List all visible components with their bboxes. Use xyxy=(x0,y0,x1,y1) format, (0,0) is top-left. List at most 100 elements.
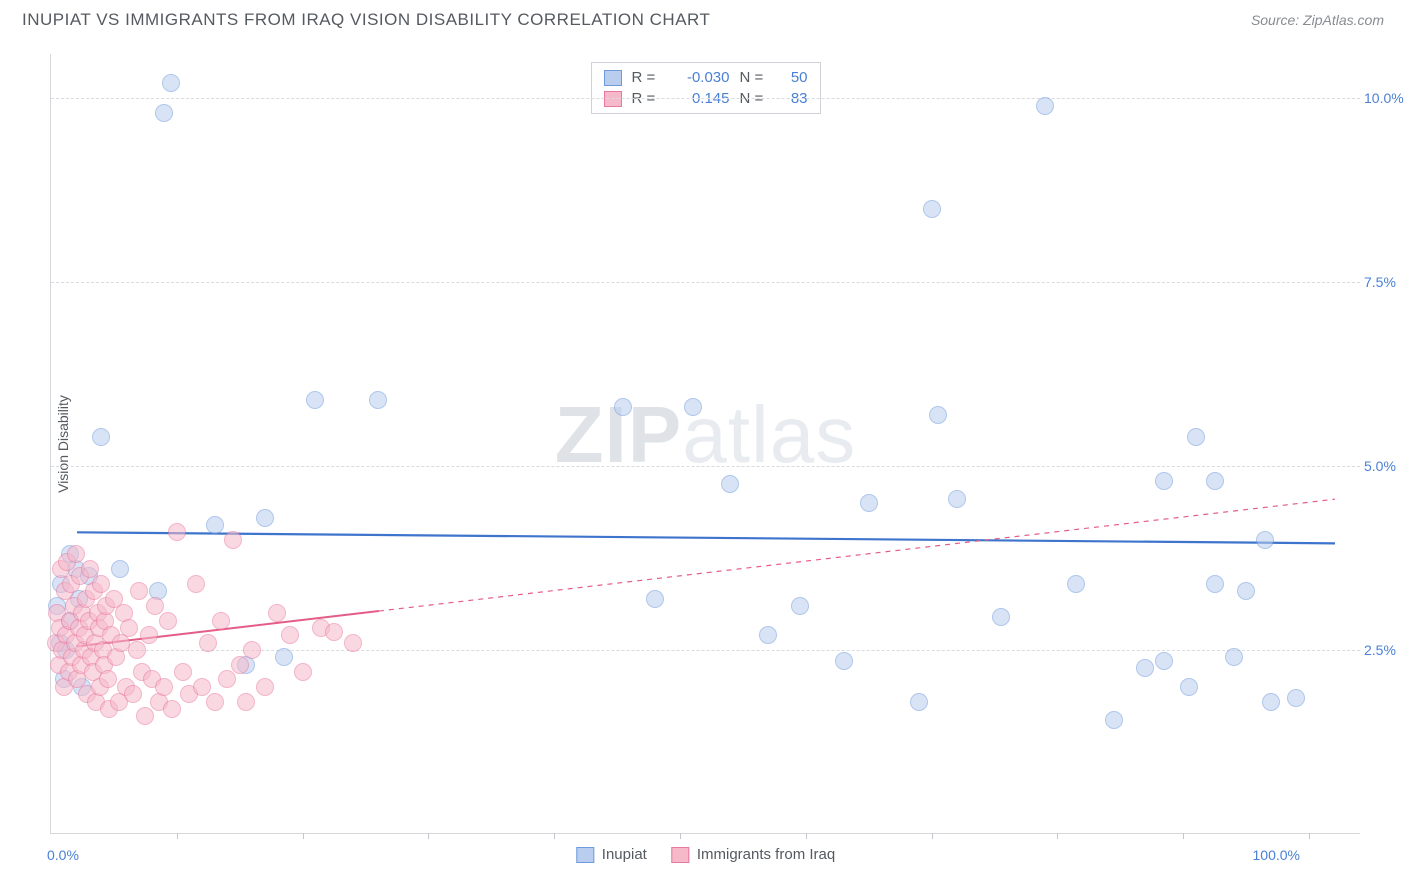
data-point xyxy=(325,623,343,641)
x-axis-label-max: 100.0% xyxy=(1253,847,1300,863)
data-point xyxy=(1206,472,1224,490)
data-point xyxy=(199,634,217,652)
data-point xyxy=(140,626,158,644)
trend-line-solid xyxy=(77,532,1335,543)
data-point xyxy=(1262,693,1280,711)
data-point xyxy=(162,74,180,92)
series-legend-label: Inupiat xyxy=(602,846,647,863)
watermark-light: atlas xyxy=(682,389,856,478)
y-tick-label: 5.0% xyxy=(1364,458,1406,474)
data-point xyxy=(275,648,293,666)
data-point xyxy=(136,707,154,725)
data-point xyxy=(1180,678,1198,696)
data-point xyxy=(268,604,286,622)
data-point xyxy=(1155,472,1173,490)
chart-title: INUPIAT VS IMMIGRANTS FROM IRAQ VISION D… xyxy=(22,10,710,30)
data-point xyxy=(231,656,249,674)
series-legend: Inupiat Immigrants from Iraq xyxy=(576,846,835,863)
data-point xyxy=(1036,97,1054,115)
data-point xyxy=(1067,575,1085,593)
trend-line-dashed xyxy=(379,499,1335,611)
y-tick-label: 10.0% xyxy=(1364,90,1406,106)
data-point xyxy=(992,608,1010,626)
x-tick xyxy=(932,833,933,839)
data-point xyxy=(759,626,777,644)
x-tick xyxy=(303,833,304,839)
data-point xyxy=(124,685,142,703)
plot-area: ZIPatlas R =-0.030N =50R =0.145N =83 0.0… xyxy=(50,54,1360,834)
data-point xyxy=(174,663,192,681)
data-point xyxy=(369,391,387,409)
data-point xyxy=(193,678,211,696)
data-point xyxy=(256,509,274,527)
data-point xyxy=(243,641,261,659)
data-point xyxy=(187,575,205,593)
data-point xyxy=(163,700,181,718)
data-point xyxy=(344,634,362,652)
data-point xyxy=(1256,531,1274,549)
x-tick xyxy=(680,833,681,839)
data-point xyxy=(206,516,224,534)
data-point xyxy=(92,428,110,446)
data-point xyxy=(120,619,138,637)
data-point xyxy=(1287,689,1305,707)
data-point xyxy=(791,597,809,615)
legend-swatch xyxy=(576,847,594,863)
data-point xyxy=(128,641,146,659)
data-point xyxy=(835,652,853,670)
legend-n-value: 50 xyxy=(778,69,808,86)
data-point xyxy=(281,626,299,644)
data-point xyxy=(159,612,177,630)
stats-legend-row: R = -0.030 N = 50 xyxy=(604,67,808,88)
data-point xyxy=(1187,428,1205,446)
data-point xyxy=(294,663,312,681)
gridline-h xyxy=(51,282,1360,283)
data-point xyxy=(1237,582,1255,600)
data-point xyxy=(948,490,966,508)
y-tick-label: 7.5% xyxy=(1364,274,1406,290)
data-point xyxy=(92,575,110,593)
data-point xyxy=(218,670,236,688)
data-point xyxy=(614,398,632,416)
title-bar: INUPIAT VS IMMIGRANTS FROM IRAQ VISION D… xyxy=(0,0,1406,36)
data-point xyxy=(1206,575,1224,593)
data-point xyxy=(721,475,739,493)
gridline-h xyxy=(51,466,1360,467)
legend-swatch xyxy=(671,847,689,863)
data-point xyxy=(224,531,242,549)
data-point xyxy=(111,560,129,578)
x-tick xyxy=(1183,833,1184,839)
series-legend-item: Immigrants from Iraq xyxy=(671,846,835,863)
data-point xyxy=(206,693,224,711)
data-point xyxy=(146,597,164,615)
data-point xyxy=(155,678,173,696)
y-tick-label: 2.5% xyxy=(1364,642,1406,658)
source-label: Source: ZipAtlas.com xyxy=(1251,12,1384,28)
data-point xyxy=(1105,711,1123,729)
data-point xyxy=(1155,652,1173,670)
data-point xyxy=(306,391,324,409)
chart-container: Vision Disability ZIPatlas R =-0.030N =5… xyxy=(50,54,1360,834)
data-point xyxy=(684,398,702,416)
legend-swatch xyxy=(604,70,622,86)
x-tick xyxy=(1057,833,1058,839)
data-point xyxy=(256,678,274,696)
legend-r-value: -0.030 xyxy=(670,69,730,86)
legend-r-label: R = xyxy=(632,69,660,86)
x-tick xyxy=(1309,833,1310,839)
trend-lines-layer xyxy=(51,54,1361,834)
data-point xyxy=(212,612,230,630)
data-point xyxy=(929,406,947,424)
data-point xyxy=(910,693,928,711)
x-tick xyxy=(806,833,807,839)
data-point xyxy=(168,523,186,541)
x-tick xyxy=(177,833,178,839)
x-axis-label-min: 0.0% xyxy=(47,847,79,863)
stats-legend: R =-0.030N =50R =0.145N =83 xyxy=(591,62,821,114)
data-point xyxy=(155,104,173,122)
data-point xyxy=(99,670,117,688)
legend-n-label: N = xyxy=(740,69,768,86)
series-legend-item: Inupiat xyxy=(576,846,647,863)
data-point xyxy=(237,693,255,711)
series-legend-label: Immigrants from Iraq xyxy=(697,846,835,863)
